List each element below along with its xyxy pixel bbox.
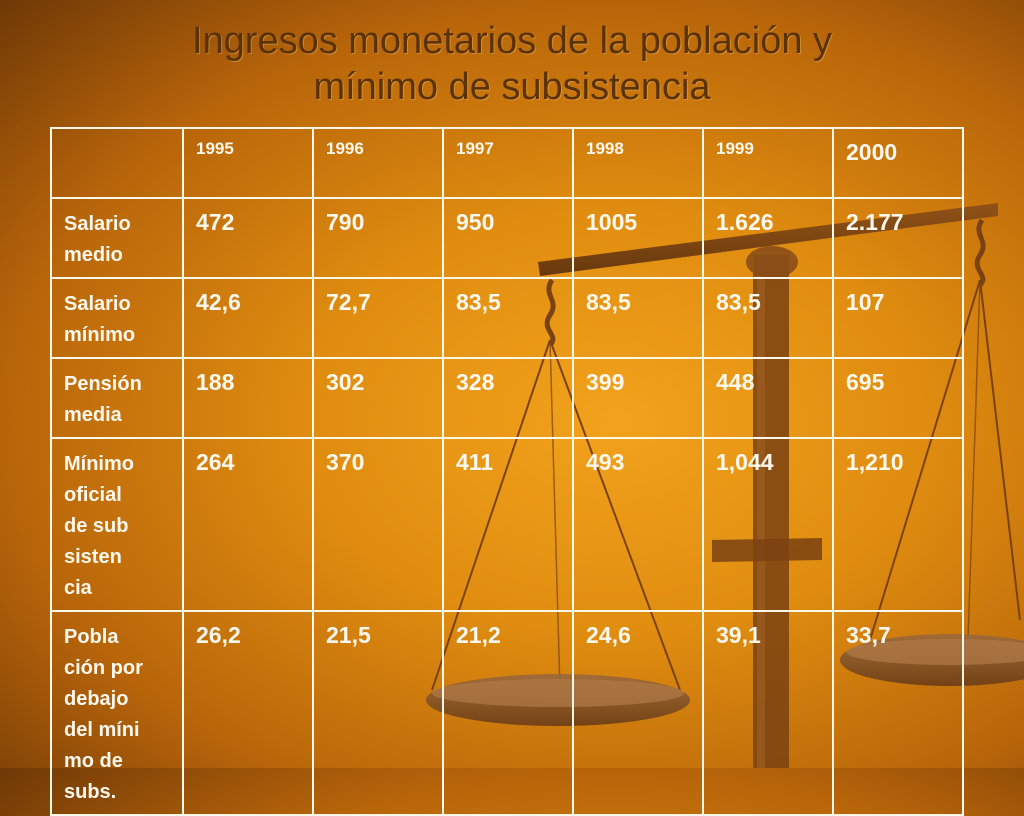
table-cell: 264: [182, 437, 314, 612]
table-row: Pensión media 188 302 328 399 448 695: [50, 357, 964, 439]
table-cell: 21,5: [312, 610, 444, 816]
row-label-line: ción por: [64, 657, 143, 679]
table-cell: 370: [312, 437, 444, 612]
row-label-line: Salario: [64, 213, 131, 235]
table-cell: 950: [442, 197, 574, 279]
table-cell: 1,210: [832, 437, 964, 612]
row-label-line: cia: [64, 577, 92, 599]
page-title: Ingresos monetarios de la población y mí…: [0, 18, 1024, 110]
table-cell: 1,044: [702, 437, 834, 612]
table-cell: 411: [442, 437, 574, 612]
table-cell: 790: [312, 197, 444, 279]
income-table: 1995 1996 1997 1998 1999 2000 Salario me…: [50, 127, 964, 816]
table-cell: 83,5: [442, 277, 574, 359]
table-cell: 72,7: [312, 277, 444, 359]
table-cell: 448: [702, 357, 834, 439]
table-cell: 107: [832, 277, 964, 359]
table-cell: 24,6: [572, 610, 704, 816]
table-cell: 42,6: [182, 277, 314, 359]
table-cell: 695: [832, 357, 964, 439]
row-label-line: Mínimo: [64, 453, 134, 475]
table-row: Pobla ción por debajo del míni mo de sub…: [50, 610, 964, 816]
row-label: Mínimo oficial de sub sisten cia: [50, 437, 184, 612]
table-cell: 21,2: [442, 610, 574, 816]
table-cell: 2.177: [832, 197, 964, 279]
table-cell: 188: [182, 357, 314, 439]
row-label: Salario medio: [50, 197, 184, 279]
table-cell: 26,2: [182, 610, 314, 816]
row-label: Pobla ción por debajo del míni mo de sub…: [50, 610, 184, 816]
row-label: Salario mínimo: [50, 277, 184, 359]
row-label-line: mínimo: [64, 324, 136, 346]
row-label-line: oficial: [64, 484, 122, 506]
table-cell: 33,7: [832, 610, 964, 816]
table-cell: 1.626: [702, 197, 834, 279]
header-year: 1997: [442, 127, 574, 199]
row-label-line: del míni: [64, 719, 140, 741]
header-year: 1999: [702, 127, 834, 199]
table-cell: 399: [572, 357, 704, 439]
table-cell: 83,5: [702, 277, 834, 359]
header-empty-cell: [50, 127, 184, 199]
row-label-line: Pensión: [64, 373, 142, 395]
header-year: 1998: [572, 127, 704, 199]
row-label-line: Pobla: [64, 626, 119, 648]
row-label: Pensión media: [50, 357, 184, 439]
table-cell: 39,1: [702, 610, 834, 816]
table-header-row: 1995 1996 1997 1998 1999 2000: [50, 127, 964, 199]
table-row: Mínimo oficial de sub sisten cia 264 370…: [50, 437, 964, 612]
header-year: 1996: [312, 127, 444, 199]
row-label-line: medio: [64, 244, 123, 266]
title-line-2: mínimo de subsistencia: [313, 66, 711, 108]
table-row: Salario medio 472 790 950 1005 1.626 2.1…: [50, 197, 964, 279]
title-line-1: Ingresos monetarios de la población y: [191, 20, 833, 62]
row-label-line: media: [64, 404, 122, 426]
table-cell: 83,5: [572, 277, 704, 359]
row-label-line: sisten: [64, 546, 122, 568]
row-label-line: Salario: [64, 293, 131, 315]
header-year: 2000: [832, 127, 964, 199]
row-label-line: debajo: [64, 688, 129, 710]
table-cell: 302: [312, 357, 444, 439]
table-cell: 472: [182, 197, 314, 279]
table-cell: 493: [572, 437, 704, 612]
table-cell: 1005: [572, 197, 704, 279]
row-label-line: mo de: [64, 750, 123, 772]
row-label-line: de sub: [64, 515, 129, 537]
table-row: Salario mínimo 42,6 72,7 83,5 83,5 83,5 …: [50, 277, 964, 359]
table-cell: 328: [442, 357, 574, 439]
header-year: 1995: [182, 127, 314, 199]
row-label-line: subs.: [64, 781, 117, 803]
